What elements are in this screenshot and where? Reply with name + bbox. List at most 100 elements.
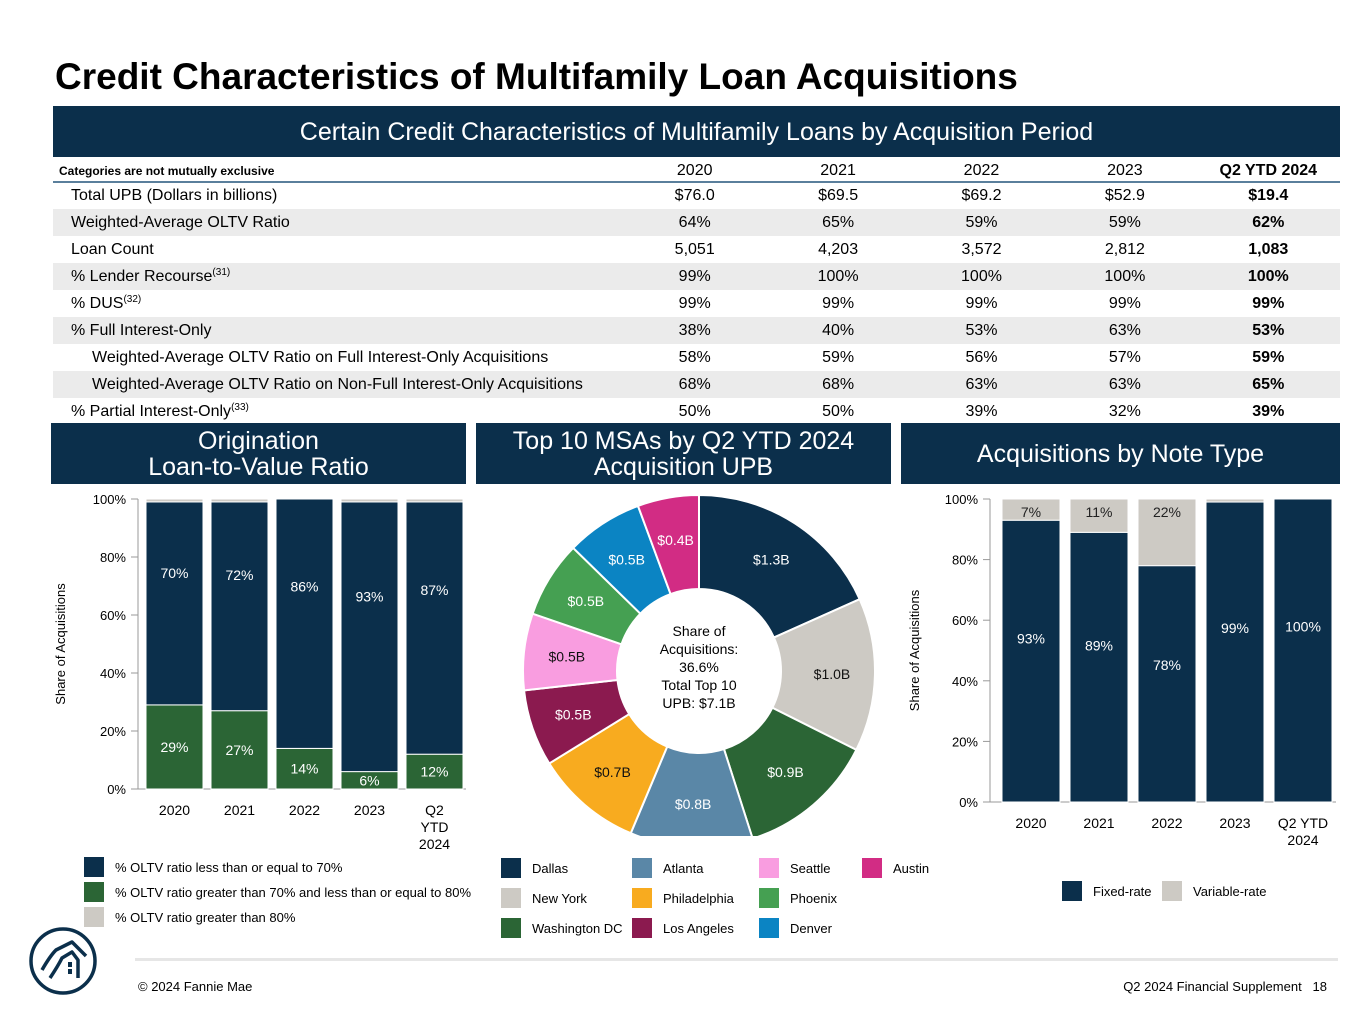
table-cell: 100% [766, 263, 910, 290]
row-label: % Lender Recourse(31) [53, 263, 623, 290]
row-label-text: Weighted-Average OLTV Ratio [71, 213, 290, 231]
legend-item: Seattle [759, 858, 830, 878]
table-row: % Full Interest-Only 38% 40% 53% 63% 53% [53, 317, 1340, 344]
legend-label: Denver [790, 920, 832, 936]
data-label: 89% [1085, 638, 1113, 654]
legend-swatch [632, 888, 652, 908]
row-label: % DUS(32) [53, 290, 623, 317]
bar-segment [405, 501, 464, 755]
note-chart: Share of Acquisitions 0% 20% 40% 60% 80% 100% 9… [907, 492, 1336, 848]
table-cell: 63% [909, 371, 1054, 398]
data-label: 12% [420, 764, 448, 780]
legend-item: Los Angeles [632, 918, 734, 938]
legend-item: Washington DC [501, 918, 623, 938]
data-label: 87% [420, 582, 448, 598]
data-label: 11% [1086, 504, 1113, 520]
legend-label: Variable-rate [1193, 883, 1267, 899]
table-cell: 56% [965, 348, 998, 366]
bar-segment [1273, 498, 1333, 803]
page-title: Credit Characteristics of Multifamily Lo… [55, 56, 1018, 97]
legend-item: % OLTV ratio greater than 80% [84, 907, 295, 927]
data-label: 93% [1017, 631, 1045, 647]
bar-segment [145, 501, 204, 706]
bar-segment [340, 498, 399, 503]
table-cell: 40% [766, 317, 910, 344]
legend-item: Austin [862, 858, 929, 878]
data-label: $0.7B [594, 764, 631, 780]
legend-swatch [501, 888, 521, 908]
table-cell: 2,812 [1104, 240, 1145, 258]
table-cell: 53% [1196, 317, 1340, 344]
y-axis-label: Share of Acquisitions [907, 589, 922, 711]
y-tick-label: 80% [952, 553, 978, 568]
row-label: Loan Count [53, 236, 623, 263]
y-tick-label: 80% [100, 550, 126, 565]
table-cell: 65% [1196, 371, 1340, 398]
table-cell: $69.2 [961, 187, 1002, 204]
legend-item: % OLTV ratio less than or equal to 70% [84, 857, 342, 877]
bar-segment [145, 704, 204, 790]
table-cell: 63% [1053, 371, 1197, 398]
legend-swatch [84, 882, 104, 902]
donut-center-text: Acquisitions: [660, 641, 739, 657]
table-cell: 65% [766, 209, 910, 236]
msa-panel-title: Top 10 MSAs by Q2 YTD 2024 Acquisition U… [512, 426, 855, 481]
data-label: $0.9B [767, 764, 804, 780]
legend-item: Denver [759, 918, 832, 938]
bar-segment [210, 501, 269, 712]
legend-swatch [501, 858, 521, 878]
bar-segment [210, 710, 269, 790]
y-tick-label: 40% [100, 666, 126, 681]
table-cell: 99% [1108, 294, 1141, 312]
row-label: Weighted-Average OLTV Ratio [53, 209, 623, 236]
legend-label: Atlanta [663, 860, 704, 876]
table-cell: 38% [623, 317, 767, 344]
row-label: Total UPB (Dollars in billions) [53, 182, 623, 209]
bar-segment [1137, 565, 1197, 803]
data-label: 86% [290, 578, 318, 594]
msa-panel-header: Top 10 MSAs by Q2 YTD 2024 Acquisition U… [476, 423, 891, 484]
table-cell: 59% [1053, 209, 1197, 236]
legend-item: New York [501, 888, 587, 908]
legend-label: % OLTV ratio greater than 70% and less t… [115, 884, 472, 900]
data-label: $0.5B [555, 706, 592, 722]
table-cell: 58% [678, 348, 711, 366]
footer-divider [135, 958, 1338, 961]
legend-item: Fixed-rate [1062, 881, 1152, 901]
data-label: 99% [1221, 620, 1249, 636]
x-tick-label: YTD [421, 819, 449, 835]
bar-segment [1205, 498, 1265, 503]
legend-swatch [1062, 881, 1082, 901]
table-row: % DUS(32) 99% 99% 99% 99% 99% [53, 290, 1340, 317]
table-cell: 68% [623, 371, 767, 398]
legend-swatch [84, 857, 104, 877]
table-cell: 100% [909, 263, 1054, 290]
bar-segment [210, 498, 269, 503]
legend-swatch [632, 918, 652, 938]
data-label: 93% [355, 588, 383, 604]
bar-segment [1069, 498, 1129, 533]
table-cell: 99% [822, 294, 855, 312]
table-row: Weighted-Average OLTV Ratio on Full Inte… [53, 344, 1340, 371]
footnote-ref: (33) [231, 402, 249, 413]
column-header: 2021 [766, 160, 910, 183]
row-label-text: % Full Interest-Only [71, 321, 212, 339]
x-tick-label: 2022 [289, 802, 320, 818]
table-cell: 32% [1108, 402, 1141, 420]
column-header: Q2 YTD 2024 [1196, 160, 1340, 183]
table-cell: 59% [1252, 348, 1285, 366]
y-tick-label: 100% [945, 492, 979, 507]
table-cell: 63% [1053, 317, 1197, 344]
legend-label: Austin [893, 860, 930, 876]
y-tick-label: 0% [959, 795, 978, 810]
legend-label: Washington DC [532, 920, 623, 936]
legend-label: % OLTV ratio less than or equal to 70% [115, 859, 343, 875]
table-cell: 100% [1053, 263, 1197, 290]
table-cell: 64% [623, 209, 767, 236]
legend-swatch [759, 858, 779, 878]
table-cell: $52.9 [1104, 187, 1145, 204]
msa-chart: $1.3B $1.0B $0.9B $0.8B $0.7B $0.5B $0.5B $0.5B… [522, 493, 876, 836]
x-tick-label: 2023 [1219, 815, 1250, 831]
table-row: Weighted-Average OLTV Ratio 64% 65% 59% 59% 6… [53, 209, 1340, 236]
data-label: 100% [1285, 618, 1321, 634]
